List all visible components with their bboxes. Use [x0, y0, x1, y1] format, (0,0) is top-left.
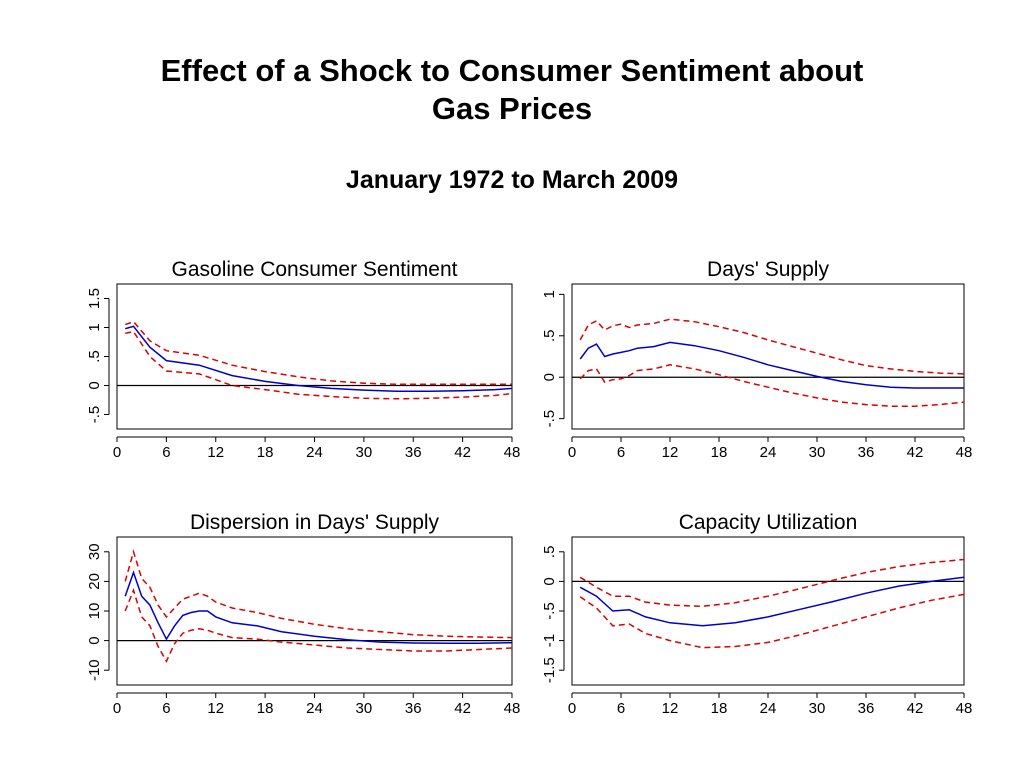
x-tick-label: 12 — [662, 700, 679, 717]
x-tick-label: 30 — [356, 444, 373, 461]
x-tick-label: 48 — [504, 444, 521, 461]
chart-title: Days' Supply — [707, 258, 829, 281]
chart-panel-3: Dispersion in Days' Supply 0 6 12 18 24 30 36 42… — [86, 511, 520, 717]
x-tick-label: 6 — [162, 444, 170, 461]
x-tick-label: 18 — [257, 444, 274, 461]
y-tick-label: -10 — [86, 659, 103, 681]
lower-band-line — [124, 588, 513, 663]
y-tick-label: 1 — [86, 323, 103, 331]
estimate-line — [579, 341, 964, 389]
y-tick-label: 20 — [86, 573, 103, 590]
page-title-line-1: Effect of a Shock to Consumer Sentiment … — [160, 53, 864, 88]
y-tick-label: 1.5 — [86, 288, 103, 309]
x-tick-label: 0 — [568, 700, 576, 717]
x-tick-label: 42 — [454, 444, 471, 461]
x-tick-label: 30 — [809, 444, 826, 461]
upper-band-line — [124, 549, 513, 639]
x-tick-label: 24 — [760, 444, 777, 461]
chart-title: Dispersion in Days' Supply — [190, 511, 440, 534]
x-tick-label: 12 — [207, 700, 224, 717]
x-tick-label: 36 — [858, 444, 875, 461]
x-tick-label: 0 — [113, 444, 121, 461]
upper-band-line — [579, 558, 965, 608]
lower-band-line — [125, 330, 513, 400]
chart-panel-2: Days' Supply 0 6 12 18 24 30 36 42 48 -.5 0 .5 1 — [541, 258, 972, 461]
upper-band-line — [579, 318, 965, 375]
y-tick-label: -.5 — [541, 602, 558, 620]
y-tick-label: 0 — [541, 577, 558, 585]
y-tick-label: -.5 — [86, 406, 103, 424]
x-tick-label: 30 — [809, 700, 826, 717]
x-tick-label: 12 — [207, 444, 224, 461]
plot-frame — [571, 536, 965, 686]
x-tick-label: 12 — [662, 444, 679, 461]
x-tick-label: 48 — [956, 700, 973, 717]
estimate-line — [124, 325, 513, 393]
chart-panel-1: Gasoline Consumer Sentiment 0 6 12 18 24 30 36 4… — [86, 258, 520, 461]
x-tick-label: 24 — [306, 444, 323, 461]
y-tick-label: 1 — [541, 290, 558, 298]
x-tick-label: 30 — [356, 700, 373, 717]
x-tick-label: 48 — [956, 444, 973, 461]
y-tick-label: 0 — [541, 373, 558, 381]
estimate-line — [124, 570, 513, 645]
x-tick-label: 42 — [907, 444, 924, 461]
x-tick-label: 42 — [907, 700, 924, 717]
y-tick-label: 0 — [86, 636, 103, 644]
plot-frame — [116, 536, 513, 686]
x-tick-label: 42 — [454, 700, 471, 717]
y-tick-label: 30 — [86, 543, 103, 560]
upper-band-line — [124, 320, 512, 386]
page-title-line-2: Gas Prices — [431, 91, 593, 126]
y-tick-label: .5 — [86, 350, 103, 363]
estimate-line — [579, 576, 965, 627]
x-tick-label: 24 — [306, 700, 323, 717]
y-tick-label: .5 — [541, 546, 558, 559]
y-tick-label: -1 — [541, 634, 558, 647]
x-tick-label: 36 — [405, 444, 422, 461]
lower-band-line — [579, 364, 965, 407]
x-tick-label: 24 — [760, 700, 777, 717]
y-tick-label: .5 — [541, 330, 558, 343]
x-tick-label: 18 — [711, 444, 728, 461]
y-tick-label: 0 — [86, 381, 103, 389]
x-tick-label: 48 — [504, 700, 521, 717]
y-tick-label: -1.5 — [541, 657, 558, 683]
chart-title: Gasoline Consumer Sentiment — [172, 258, 458, 281]
lower-band-line — [579, 593, 965, 649]
plot-frame — [116, 283, 513, 430]
x-tick-label: 6 — [617, 700, 625, 717]
x-tick-label: 36 — [858, 700, 875, 717]
plot-frame — [571, 283, 965, 430]
page-subtitle: January 1972 to March 2009 — [345, 166, 679, 194]
x-tick-label: 18 — [711, 700, 728, 717]
x-tick-label: 0 — [113, 700, 121, 717]
x-tick-label: 36 — [405, 700, 422, 717]
x-tick-label: 6 — [617, 444, 625, 461]
x-tick-label: 0 — [568, 444, 576, 461]
y-tick-label: 10 — [86, 603, 103, 620]
y-tick-label: -.5 — [541, 410, 558, 428]
x-tick-label: 18 — [257, 700, 274, 717]
chart-title: Capacity Utilization — [679, 511, 858, 534]
x-tick-label: 6 — [162, 700, 170, 717]
